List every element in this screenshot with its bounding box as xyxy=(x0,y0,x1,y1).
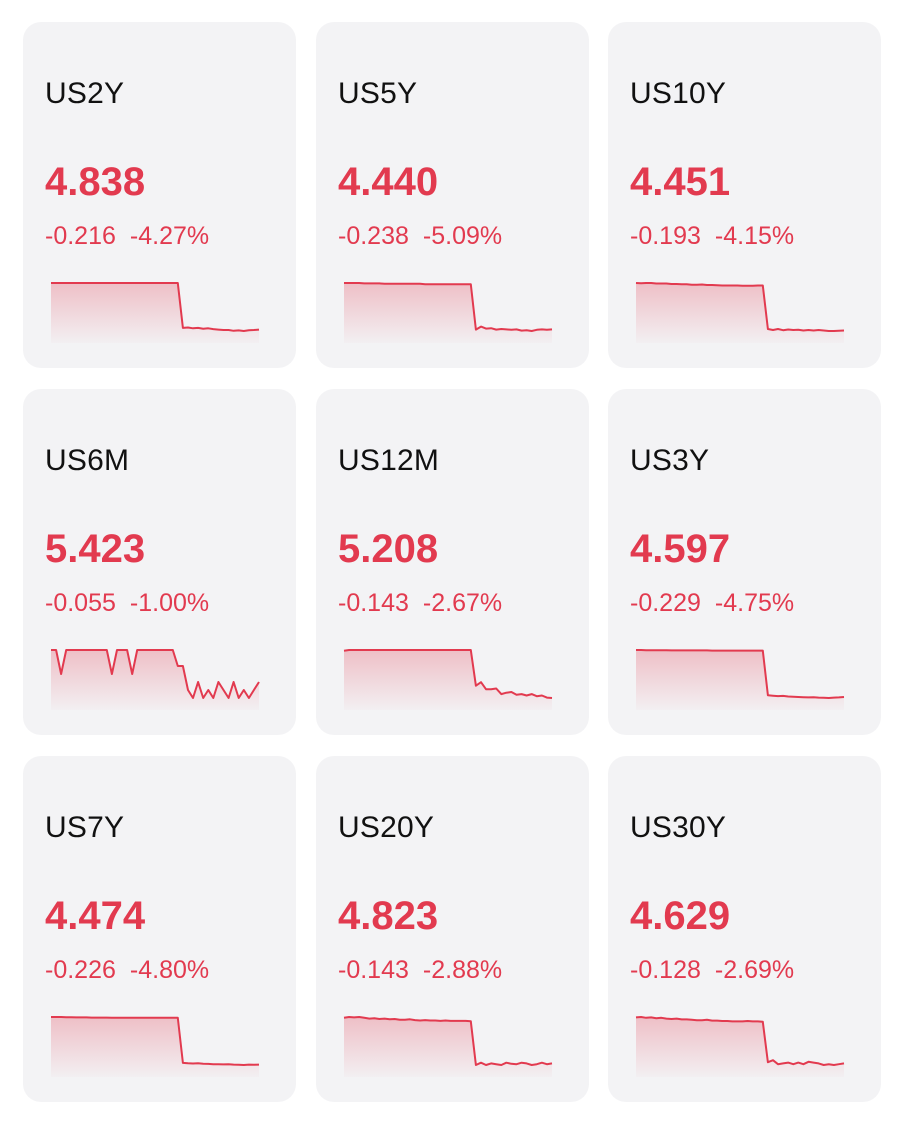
symbol-label: US10Y xyxy=(630,77,727,110)
card-us3y[interactable]: US3Y 4.597 -0.229 -4.75% xyxy=(608,389,881,735)
change-percent: -4.80% xyxy=(129,956,210,984)
sparkline-line xyxy=(636,649,845,699)
price-value: 5.423 xyxy=(45,527,146,571)
change-percent: -5.09% xyxy=(422,222,503,250)
symbol-label: US6M xyxy=(45,444,130,477)
sparkline-area xyxy=(51,1017,259,1077)
sparkline-chart xyxy=(51,282,260,343)
sparkline-chart xyxy=(635,1016,845,1077)
sparkline-line xyxy=(635,1016,845,1066)
sparkline-chart xyxy=(51,649,260,710)
card-us7y[interactable]: US7Y 4.474 -0.226 -4.80% xyxy=(23,756,296,1102)
sparkline-chart xyxy=(51,1016,260,1077)
change-percent: -2.69% xyxy=(714,956,795,984)
card-us10y[interactable]: US10Y 4.451 -0.193 -4.15% xyxy=(608,22,881,368)
change-percent: -2.88% xyxy=(422,956,503,984)
change-row: -0.143 -2.67% xyxy=(338,589,502,618)
sparkline-line xyxy=(635,282,845,332)
sparkline-line xyxy=(51,1016,260,1066)
sparkline-chart xyxy=(636,649,845,710)
sparkline-area xyxy=(344,650,552,710)
sparkline-line xyxy=(343,649,553,699)
change-value: -0.193 xyxy=(630,222,701,250)
sparkline-chart xyxy=(343,1016,553,1077)
change-row: -0.226 -4.80% xyxy=(45,956,209,985)
symbol-label: US12M xyxy=(338,444,440,477)
change-row: -0.055 -1.00% xyxy=(45,589,209,618)
symbol-label: US30Y xyxy=(630,811,727,844)
price-value: 4.838 xyxy=(45,160,146,204)
symbol-label: US20Y xyxy=(338,811,435,844)
change-value: -0.143 xyxy=(338,956,409,984)
change-percent: -2.67% xyxy=(422,589,503,617)
price-value: 4.629 xyxy=(630,894,731,938)
sparkline-area xyxy=(344,283,552,343)
change-row: -0.229 -4.75% xyxy=(630,589,794,618)
sparkline-area xyxy=(636,650,844,710)
sparkline-line xyxy=(51,649,260,699)
change-value: -0.128 xyxy=(630,956,701,984)
change-value: -0.229 xyxy=(630,589,701,617)
change-percent: -4.75% xyxy=(714,589,795,617)
card-us20y[interactable]: US20Y 4.823 -0.143 -2.88% xyxy=(316,756,589,1102)
card-us30y[interactable]: US30Y 4.629 -0.128 -2.69% xyxy=(608,756,881,1102)
card-us5y[interactable]: US5Y 4.440 -0.238 -5.09% xyxy=(316,22,589,368)
change-value: -0.216 xyxy=(45,222,116,250)
change-value: -0.055 xyxy=(45,589,116,617)
sparkline-area xyxy=(636,1017,844,1077)
sparkline-area xyxy=(51,650,259,710)
change-row: -0.143 -2.88% xyxy=(338,956,502,985)
change-value: -0.226 xyxy=(45,956,116,984)
sparkline-area xyxy=(636,283,844,343)
price-value: 4.597 xyxy=(630,527,731,571)
change-value: -0.238 xyxy=(338,222,409,250)
sparkline-area xyxy=(344,1017,552,1077)
symbol-label: US2Y xyxy=(45,77,125,110)
card-us2y[interactable]: US2Y 4.838 -0.216 -4.27% xyxy=(23,22,296,368)
change-value: -0.143 xyxy=(338,589,409,617)
change-row: -0.216 -4.27% xyxy=(45,222,209,251)
sparkline-chart xyxy=(635,282,845,343)
price-value: 4.823 xyxy=(338,894,439,938)
card-us12m[interactable]: US12M 5.208 -0.143 -2.67% xyxy=(316,389,589,735)
symbol-label: US7Y xyxy=(45,811,125,844)
change-row: -0.238 -5.09% xyxy=(338,222,502,251)
change-percent: -4.27% xyxy=(129,222,210,250)
price-value: 4.474 xyxy=(45,894,146,938)
sparkline-line xyxy=(344,282,553,332)
price-value: 4.451 xyxy=(630,160,731,204)
change-percent: -1.00% xyxy=(129,589,210,617)
change-row: -0.128 -2.69% xyxy=(630,956,794,985)
change-percent: -4.15% xyxy=(714,222,795,250)
symbol-label: US5Y xyxy=(338,77,418,110)
symbol-label: US3Y xyxy=(630,444,710,477)
price-value: 4.440 xyxy=(338,160,439,204)
card-us6m[interactable]: US6M 5.423 -0.055 -1.00% xyxy=(23,389,296,735)
change-row: -0.193 -4.15% xyxy=(630,222,794,251)
sparkline-area xyxy=(51,283,259,343)
sparkline-line xyxy=(51,282,260,332)
sparkline-chart xyxy=(344,282,553,343)
sparkline-chart xyxy=(343,649,553,710)
price-value: 5.208 xyxy=(338,527,439,571)
sparkline-line xyxy=(343,1016,553,1066)
